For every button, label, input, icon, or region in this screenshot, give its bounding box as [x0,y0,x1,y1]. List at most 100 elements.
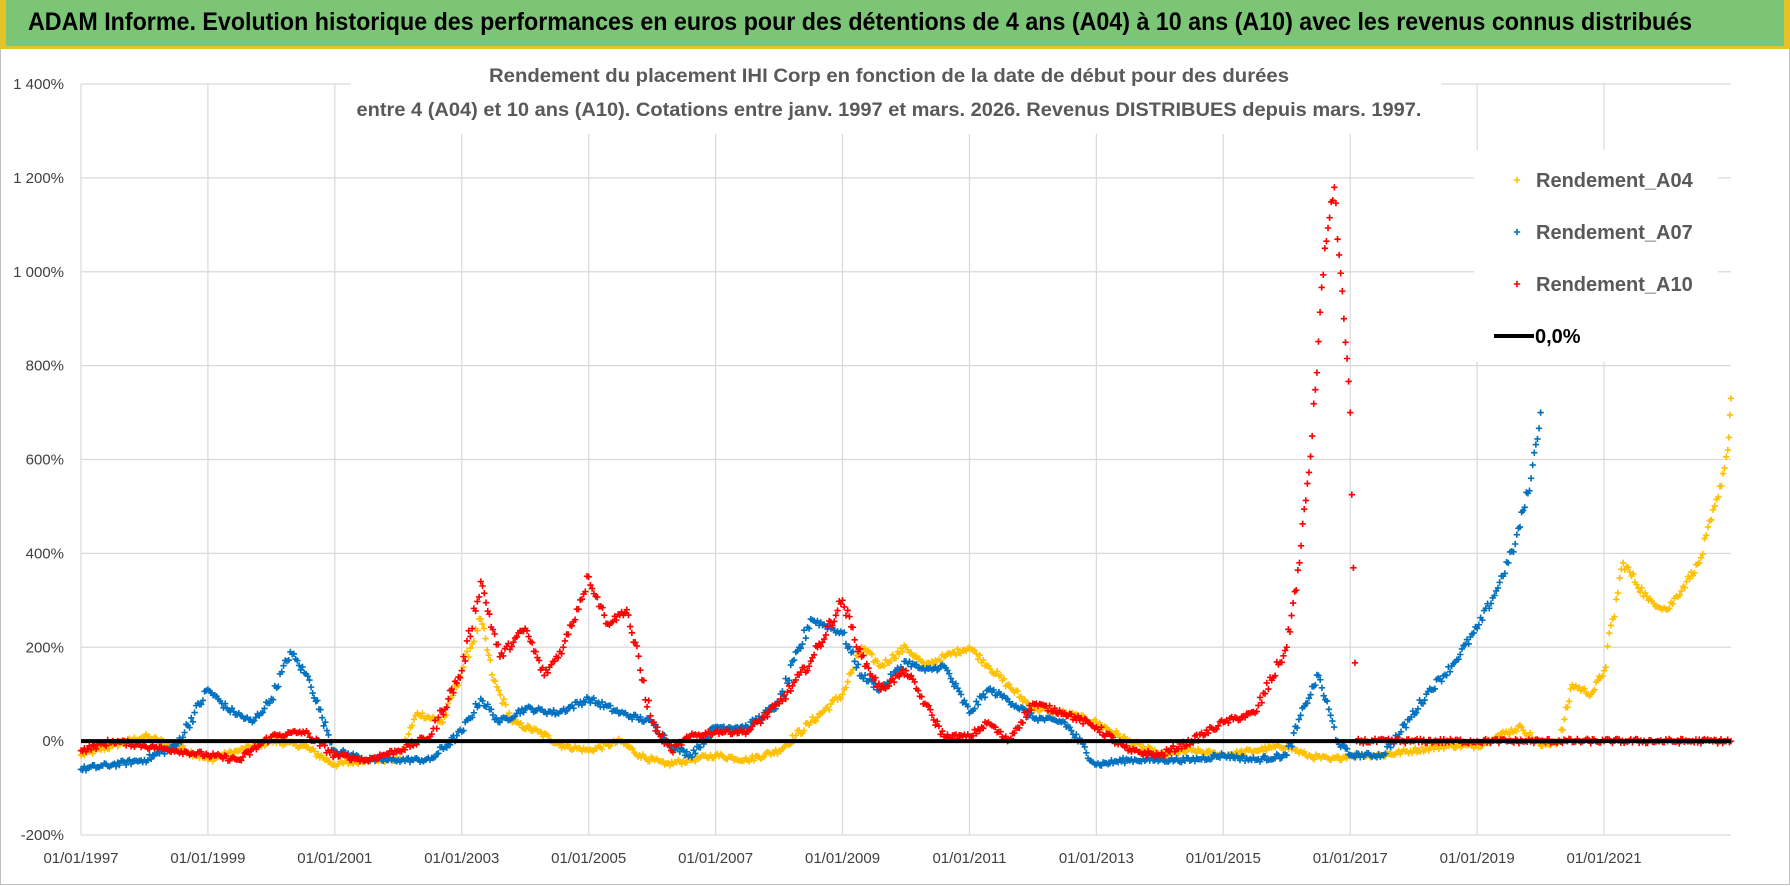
data-point [318,714,326,721]
data-point [987,685,994,692]
data-point [465,627,472,634]
data-point [760,753,768,760]
data-point [952,680,960,687]
data-point [1440,745,1447,752]
data-point [1641,589,1649,597]
data-point [1154,757,1162,765]
data-point [1505,559,1512,567]
data-point [497,691,504,699]
data-point [920,700,927,708]
data-point [799,640,806,648]
data-point [558,650,565,657]
data-point [1458,645,1466,653]
data-point [307,683,315,691]
data-point [1281,751,1289,758]
data-point [846,643,853,651]
data-point [760,714,768,721]
data-point [578,701,586,709]
data-point [1694,560,1701,568]
data-point [1318,684,1326,691]
data-point [1486,605,1493,612]
data-point [1519,507,1527,514]
data-point [1265,685,1272,693]
data-point [1098,723,1105,731]
data-point [1686,575,1693,582]
data-point [1330,723,1338,731]
data-point [1332,199,1340,207]
data-point [361,756,369,764]
data-point [261,705,268,712]
data-point [1216,754,1224,761]
data-point [896,673,903,680]
data-point [1501,570,1509,577]
data-point [516,710,524,717]
data-point [1351,659,1359,667]
data-point [139,742,146,749]
data-point [209,758,217,765]
data-point [477,578,485,585]
data-point [220,704,227,711]
data-point [678,760,685,768]
data-point [623,606,630,613]
data-point [126,756,133,764]
data-point [1114,730,1122,737]
data-point [468,625,476,632]
data-point [578,748,586,755]
data-point [590,748,597,755]
data-point [983,687,990,694]
data-point [792,732,799,739]
data-point [976,651,984,659]
data-point [613,706,621,714]
data-point [625,611,632,619]
data-point [1074,712,1082,720]
data-point [1320,692,1327,699]
data-point [544,732,552,739]
data-point [598,698,606,706]
data-point [1326,756,1333,763]
data-point [827,700,835,708]
data-point [609,618,617,625]
data-point [787,687,794,695]
data-point [1626,568,1634,576]
data-point [1526,487,1533,494]
data-point [954,645,961,653]
data-point [885,682,893,690]
data-point [1304,480,1311,487]
data-point [1512,540,1519,548]
data-point [897,645,905,652]
data-point [198,701,205,708]
data-point [613,616,620,624]
data-point [853,643,860,651]
data-point [1304,699,1311,707]
data-point [700,732,707,740]
data-point [587,581,594,589]
data-point [294,657,301,664]
data-point [841,629,848,636]
data-point [479,582,486,590]
data-point [992,724,999,731]
data-point [757,719,764,727]
data-point [1602,663,1610,671]
data-point [805,721,813,729]
data-point [1636,588,1644,596]
data-point [1059,710,1067,718]
data-point [518,705,526,713]
data-point [304,730,312,737]
data-point [1123,742,1130,750]
data-point [1253,708,1260,715]
data-point [456,674,464,681]
data-point [930,716,937,724]
data-point [1178,745,1185,752]
data-point [1662,606,1670,613]
data-point [918,693,925,700]
data-point [1073,731,1080,738]
data-point [980,657,987,664]
data-point [582,588,589,595]
data-point [802,634,809,642]
data-point [1079,720,1087,727]
data-point [350,752,357,760]
data-point [822,631,830,639]
data-point [1250,754,1257,761]
data-point [939,661,946,669]
data-point [1258,744,1265,751]
